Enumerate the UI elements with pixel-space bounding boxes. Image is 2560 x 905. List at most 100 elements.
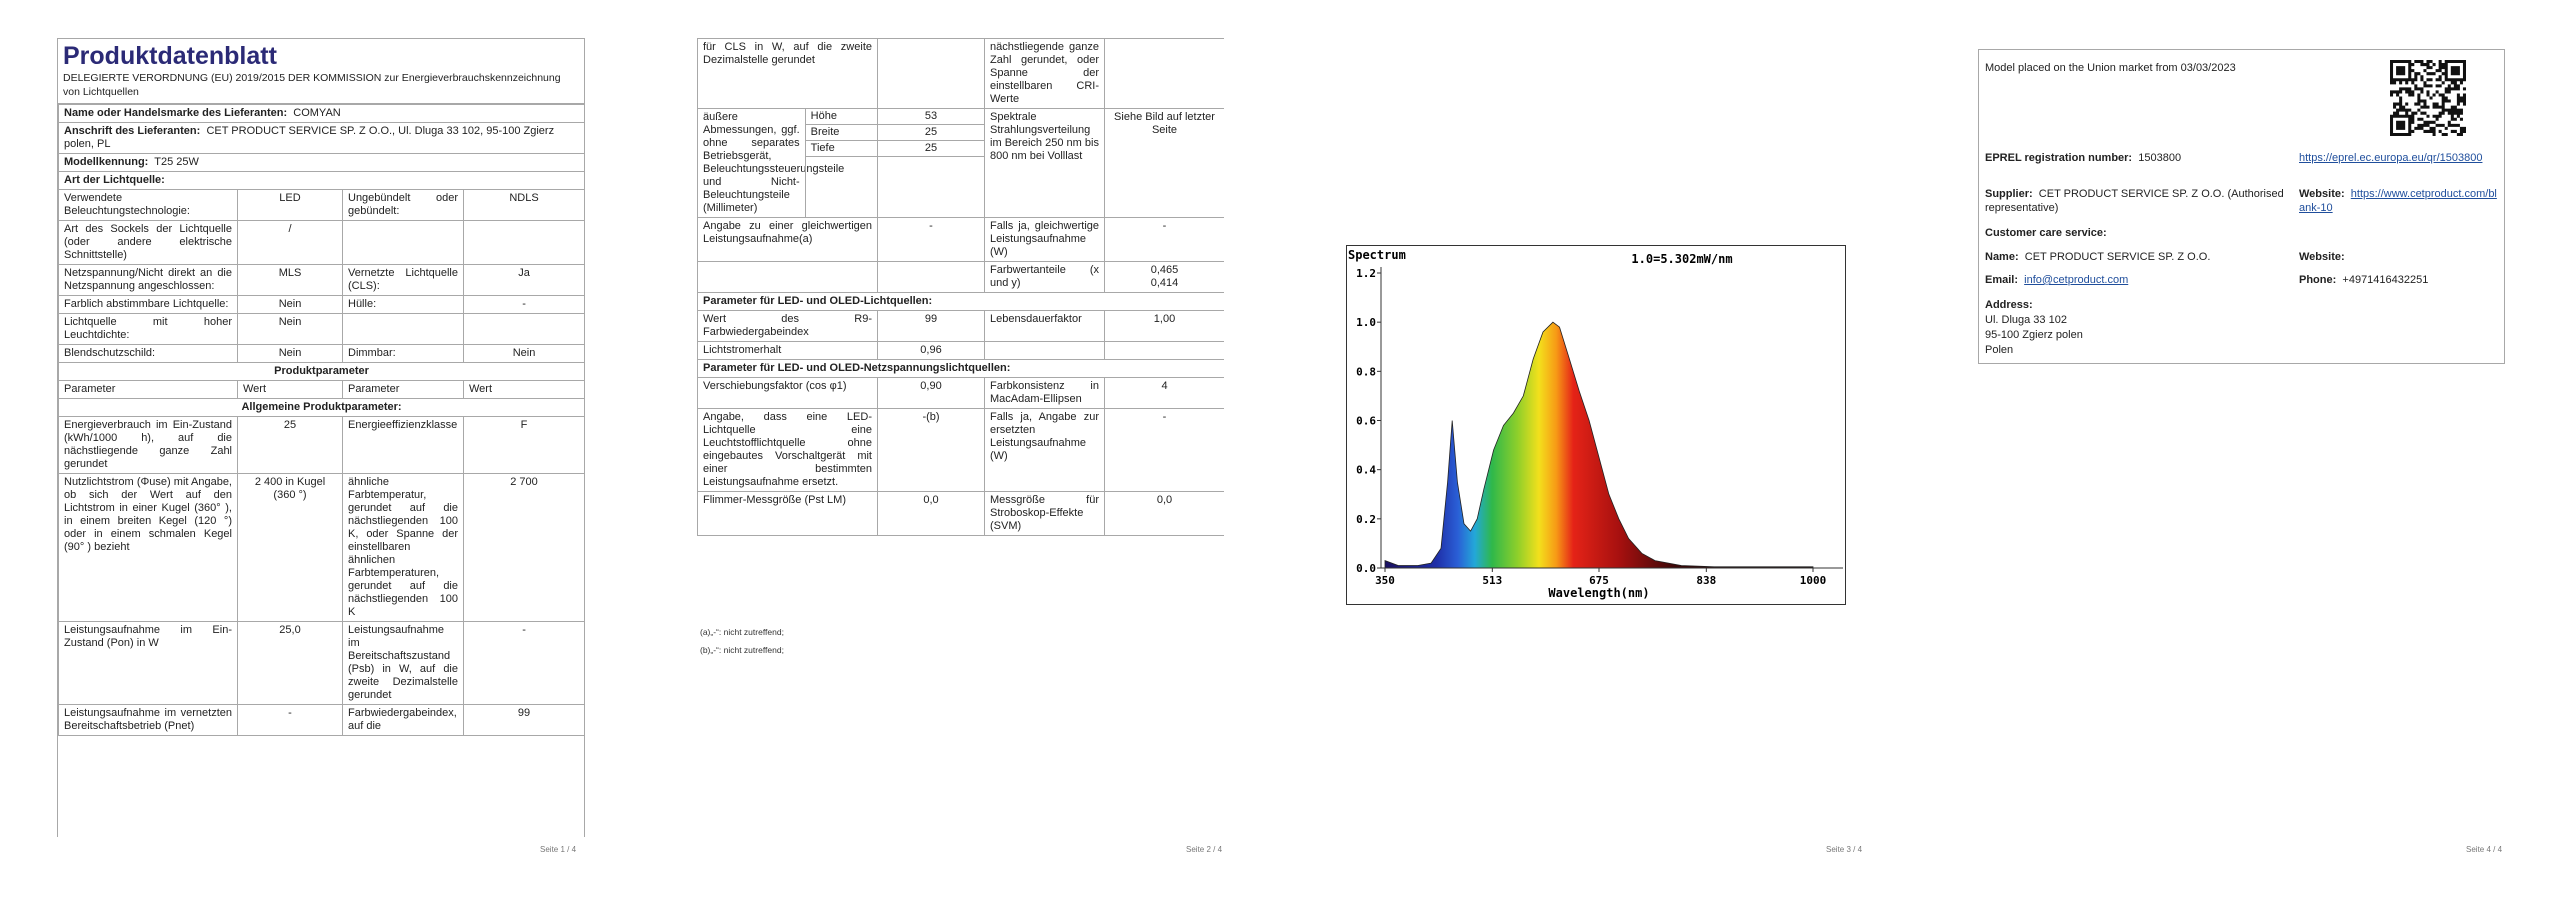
table-cell	[342, 220, 464, 265]
table-cell: ähnliche Farbtemperatur, gerundet auf di…	[342, 473, 464, 622]
cell-line: 0,465	[1150, 264, 1179, 276]
field-label: Name:	[1985, 251, 2019, 263]
table-cell: Nein	[237, 313, 343, 345]
table-row: Art der Lichtquelle:	[58, 171, 584, 190]
table-row: Farblich abstimmbare Lichtquelle: Nein Hül…	[58, 295, 584, 314]
dimension-value: 25	[878, 141, 984, 157]
table-cell: 53 25 25	[877, 108, 985, 218]
table-cell: 99	[877, 310, 985, 342]
chart-title: Spectrum	[1348, 248, 1406, 262]
table-cell: 4	[1104, 377, 1224, 409]
field-label: Address:	[1985, 299, 2033, 311]
doc-subtitle: DELEGIERTE VERORDNUNG (EU) 2019/2015 DER…	[63, 72, 561, 98]
name-field: Name: CET PRODUCT SERVICE SP. Z O.O.	[1985, 250, 2210, 264]
table-cell: -	[877, 217, 985, 262]
table-row: Blendschutzschild: Nein Dimmbar: Nein	[58, 344, 584, 363]
x-tick-label: 350	[1375, 574, 1395, 587]
email-link[interactable]: info@cetproduct.com	[2024, 274, 2129, 286]
table-cell: Art der Lichtquelle:	[58, 171, 584, 190]
table-row: für CLS in W, auf die zweite Dezimalstel…	[697, 38, 1224, 109]
table-cell: Farbwiedergabeindex, auf die	[342, 704, 464, 736]
eprel-link-wrap: https://eprel.ec.europa.eu/qr/1503800	[2299, 151, 2494, 165]
table-cell: Nein	[462, 344, 584, 363]
table-cell: 25,0	[237, 621, 343, 705]
field-label: EPREL registration number:	[1985, 152, 2133, 164]
table-cell: -	[462, 295, 584, 314]
table-cell: Energieverbrauch im Ein-Zustand (kWh/100…	[58, 416, 238, 474]
dimension-name: Höhe	[805, 109, 877, 125]
table-row: Leistungsaufnahme im Ein-Zustand (Pon) i…	[58, 621, 584, 705]
field-value: T25 25W	[154, 156, 199, 168]
table-cell: Leistungsaufnahme im vernetzten Bereitsc…	[58, 704, 238, 736]
eprel-link[interactable]: https://eprel.ec.europa.eu/qr/1503800	[2299, 152, 2483, 164]
table-row: Flimmer-Messgröße (Pst LM) 0,0 Messgröße f…	[697, 491, 1224, 536]
table-cell	[342, 313, 464, 345]
field-label: Phone:	[2299, 274, 2337, 286]
table-row: Angabe, dass eine LED-Lichtquelle eine L…	[697, 408, 1224, 492]
x-axis-label: Wavelength(nm)	[1548, 586, 1649, 600]
table-row: Lichtquelle mit hoher Leuchtdichte: Nein	[58, 313, 584, 345]
field-label: Website:	[2299, 251, 2345, 263]
table-row: Parameter für LED- und OLED-Lichtquellen…	[697, 292, 1224, 311]
table-cell: Ungebündelt oder gebündelt:	[342, 189, 464, 221]
table-cell: Vernetzte Lichtquelle (CLS):	[342, 264, 464, 296]
table-cell: 2 700	[462, 473, 584, 622]
table-row: Angabe zu einer gleichwertigen Leistungs…	[697, 217, 1224, 262]
table-cell: Nein	[237, 344, 343, 363]
table-cell: Modellkennung: T25 25W	[58, 153, 584, 172]
table-cell: Blendschutzschild:	[58, 344, 238, 363]
field-label: Modellkennung:	[64, 156, 149, 168]
split-cell: äußere Abmessungen, ggf. ohne separates …	[698, 109, 877, 217]
table-cell: 0,90	[877, 377, 985, 409]
y-tick-label: 0.0	[1356, 562, 1376, 575]
table-cell: Verschiebungsfaktor (cos φ1)	[697, 377, 878, 409]
table-row: Parameter für LED- und OLED-Netzspannung…	[697, 359, 1224, 378]
page-footer: Seite 4 / 4	[2466, 845, 2503, 854]
dimension-name: Tiefe	[805, 141, 877, 157]
website-field: Website: https://www.cetproduct.com/blan…	[2299, 187, 2499, 215]
field-value: +4971416432251	[2342, 274, 2429, 286]
data-sheet-table: Name oder Handelsmarke des Lieferanten: …	[58, 104, 584, 736]
table-cell: Netzspannung/Nicht direkt an die Netzspa…	[58, 264, 238, 296]
table-cell: Farbkonsistenz in MacAdam-Ellipsen	[984, 377, 1105, 409]
table-cell: Hülle:	[342, 295, 464, 314]
table-cell: 2 400 in Kugel (360 °)	[237, 473, 343, 622]
page-1: Produktdatenblatt DELEGIERTE VERORDNUNG (…	[57, 38, 585, 837]
table-cell: Energieeffizienzklasse	[342, 416, 464, 474]
table-cell: Parameter	[342, 380, 464, 399]
table-cell: Wert	[237, 380, 343, 399]
table-cell: 0,96	[877, 341, 985, 360]
table-cell: Nutzlichtstrom (Φuse) mit Angabe, ob sic…	[58, 473, 238, 622]
field-label: Name oder Handelsmarke des Lieferanten:	[64, 107, 288, 119]
field-label: Anschrift des Lieferanten:	[64, 125, 201, 137]
table-row: Parameter Wert Parameter Wert	[58, 380, 584, 399]
table-cell: Verwendete Beleuchtungstechnologie:	[58, 189, 238, 221]
market-date: Model placed on the Union market from 03…	[1985, 62, 2236, 74]
table-cell: Lichtquelle mit hoher Leuchtdichte:	[58, 313, 238, 345]
y-tick-label: 1.0	[1356, 316, 1376, 329]
table-row: Produktparameter	[58, 362, 584, 381]
table-cell	[462, 313, 584, 345]
table-cell: -	[1104, 408, 1224, 492]
x-tick-label: 675	[1589, 574, 1609, 587]
field-value: 1503800	[2138, 152, 2182, 164]
table-cell: 99	[462, 704, 584, 736]
title-block: Produktdatenblatt DELEGIERTE VERORDNUNG (…	[58, 39, 584, 104]
table-cell: Produktparameter	[58, 362, 584, 381]
footnote: (b)„-“: nicht zutreffend;	[700, 645, 784, 655]
table-cell: äußere Abmessungen, ggf. ohne separates …	[697, 108, 878, 218]
table-cell: Farblich abstimmbare Lichtquelle:	[58, 295, 238, 314]
table-cell: Ja	[462, 264, 584, 296]
table-cell: Lebensdauerfaktor	[984, 310, 1105, 342]
table-row: Anschrift des Lieferanten: CET PRODUCT S…	[58, 122, 584, 154]
website-link[interactable]: https://www.cetproduct.com/blank-10	[2299, 188, 2497, 214]
table-row: Netzspannung/Nicht direkt an die Netzspa…	[58, 264, 584, 296]
field-value: COMYAN	[293, 107, 341, 119]
table-row: Nutzlichtstrom (Φuse) mit Angabe, ob sic…	[58, 473, 584, 622]
data-sheet-table: für CLS in W, auf die zweite Dezimalstel…	[697, 38, 1224, 536]
table-cell: Spektrale Strahlungsverteilung im Bereic…	[984, 108, 1105, 218]
page-footer: Seite 1 / 4	[540, 845, 577, 854]
table-cell	[1104, 38, 1224, 109]
table-cell: F	[462, 416, 584, 474]
